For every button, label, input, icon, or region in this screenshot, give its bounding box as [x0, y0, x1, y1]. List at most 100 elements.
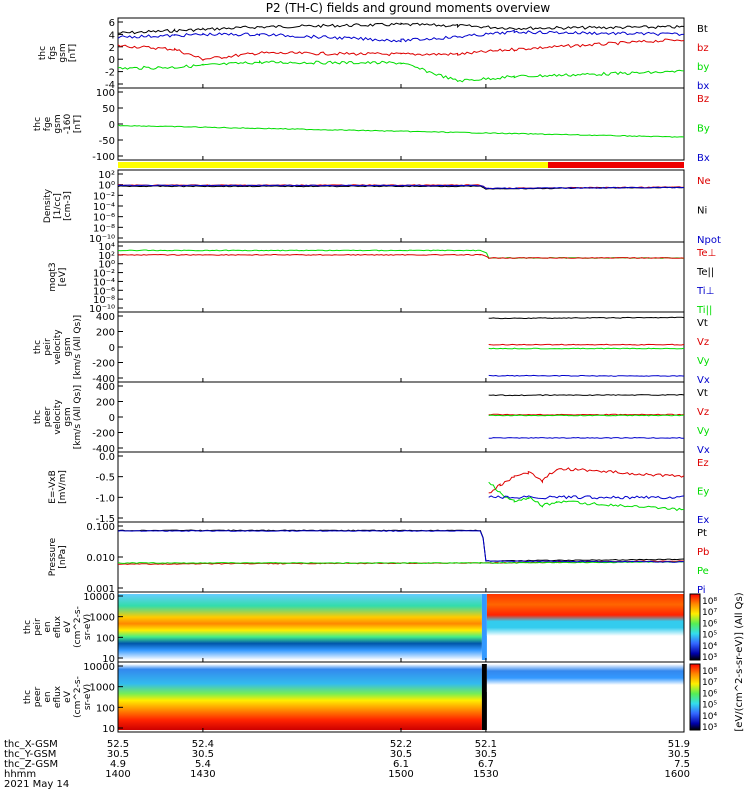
- legend-entry: Te⊥: [696, 248, 716, 259]
- y-tick-label: -200: [92, 359, 115, 370]
- panel-frame: [118, 312, 684, 382]
- y-tick-label: 0.100: [86, 522, 115, 533]
- panel-3: 10⁴10²10⁰10⁻²10⁻⁴10⁻⁶10⁻⁸10⁻¹⁰moqt3[eV]T…: [48, 242, 716, 316]
- legend-entry: Ne: [697, 176, 711, 187]
- legend-entry: Vx: [697, 375, 710, 386]
- panel-1: 100500-50-100thcfgegsm-160[nT]BzByBx: [33, 88, 710, 164]
- y-tick-label: 100: [96, 88, 115, 99]
- colorbar-tick-label: 10⁵: [702, 631, 717, 641]
- colorbar-tick-label: 10³: [702, 653, 717, 663]
- panel-8: 10000100010010thcpeirenefluxeV(cm^2-s-sr…: [23, 592, 717, 665]
- panel-2: 10²10⁰10⁻²10⁻⁴10⁻⁶10⁻⁸10⁻¹⁰Density[1/cc]…: [43, 170, 721, 246]
- legend-entry: Bx: [697, 153, 710, 164]
- series-bx: [118, 30, 684, 41]
- y-tick-label: 1000: [90, 613, 115, 624]
- series-Vy: [489, 348, 684, 349]
- colorbar: [690, 664, 700, 730]
- colorbar-tick-label: 10⁷: [702, 608, 717, 618]
- y-tick-label: 0.010: [86, 553, 115, 564]
- panel-frame: [118, 242, 684, 312]
- y-tick-label: 0: [109, 55, 115, 66]
- y-tick-label: 10⁰: [98, 181, 115, 192]
- panel-7: 0.100 0.010 0.001 Pressure[nPa] Pt Pb Pe Pi: [48, 522, 709, 596]
- colorbar-tick-label: 10⁴: [702, 642, 717, 652]
- y-tick-label: 400: [96, 382, 115, 393]
- y-tick-label: 10000: [83, 662, 115, 673]
- series-Vt: [489, 317, 684, 318]
- y-tick-label: -0.5: [95, 473, 115, 484]
- y-axis-label: E=-VxB[mV/m]: [48, 470, 68, 504]
- y-tick-label: 10⁻⁸: [93, 223, 115, 234]
- colorbar-tick-label: 10⁸: [702, 667, 717, 677]
- series-Pt: [118, 530, 684, 561]
- footer-value: 1530: [473, 769, 498, 780]
- legend-entry: by: [697, 62, 709, 73]
- legend-entry: Ti⊥: [696, 286, 714, 297]
- colorbar-label: [eV/(cm^2-s-sr-eV)] (All Qs): [734, 592, 745, 731]
- y-tick-label: 200: [96, 328, 115, 339]
- spectrogram-transition: [482, 594, 487, 660]
- spectrogram-after: [487, 664, 684, 692]
- y-tick-label: 10⁻⁶: [93, 213, 115, 224]
- y-tick-label: 200: [96, 398, 115, 409]
- panel-frame: [118, 170, 684, 242]
- footer-row-label: 2021 May 14: [4, 779, 69, 790]
- legend-entry: bz: [697, 43, 709, 54]
- legend-entry: Vx: [697, 445, 710, 456]
- panel-frame: [118, 382, 684, 452]
- panel-0: 64 20 -2-4 thcfgsgsm[nT] Bt bz by bx: [38, 18, 709, 92]
- legend-entry: Vz: [697, 407, 709, 418]
- panel-4: 4002000-200-400thcpeirvelocitygsm[km/s (…: [33, 312, 710, 386]
- legend-entry: Pe: [697, 566, 709, 577]
- legend-entry: Ex: [697, 515, 709, 526]
- y-tick-label: 100: [96, 633, 115, 644]
- y-tick-label: 0: [109, 413, 115, 424]
- series-Ti: [118, 250, 684, 258]
- series-Vz: [489, 344, 684, 345]
- panels: 6420-2-4thcfgsgsm[nT]Btbzbybx100500-50-1…: [23, 18, 745, 735]
- y-axis-label: thcfgegsm-160[nT]: [33, 114, 83, 135]
- panel-frame: [118, 452, 684, 522]
- y-tick-label: -50: [99, 136, 115, 147]
- y-tick-label: 0: [109, 120, 115, 131]
- colorbar-tick-label: 10⁴: [702, 712, 717, 722]
- colorbar: [690, 594, 700, 660]
- y-tick-label: 10000: [83, 592, 115, 603]
- y-tick-label: 400: [96, 312, 115, 323]
- footer-value: 1600: [665, 769, 690, 780]
- spectrogram-quiet: [118, 594, 482, 660]
- y-axis-label: Pressure[nPa]: [48, 537, 68, 576]
- legend-entry: Ti||: [696, 305, 712, 316]
- colorbar-tick-label: 10³: [702, 723, 717, 733]
- series-Vx: [489, 438, 684, 439]
- y-axis-label: thcfgsgsm[nT]: [38, 43, 78, 62]
- panel-frame: [118, 88, 684, 160]
- legend-entry: Vt: [697, 318, 708, 329]
- legend-entry: Vz: [697, 337, 709, 348]
- series-Ex: [489, 496, 684, 499]
- status-bar-yellow: [118, 162, 548, 168]
- y-tick-label: 4: [109, 30, 115, 41]
- legend-entry: Ez: [697, 458, 709, 469]
- y-tick-label: 6: [109, 18, 115, 29]
- series-Te: [118, 255, 684, 259]
- y-tick-label: 100: [96, 703, 115, 714]
- footer-value: 1430: [190, 769, 215, 780]
- series-Ez: [489, 468, 684, 493]
- y-axis-label: moqt3[eV]: [48, 262, 68, 291]
- spectrogram-after: [487, 594, 684, 636]
- y-tick-label: 10²: [98, 170, 115, 181]
- legend-entry: Vt: [697, 388, 708, 399]
- y-axis-label: thcpeerenefluxeV(cm^2-s-sr-eV): [23, 676, 93, 718]
- y-tick-label: -100: [92, 152, 115, 163]
- panel-5: 4002000-200-400thcpeervelocitygsm[km/s (…: [33, 382, 710, 456]
- y-tick-label: 10: [102, 724, 115, 735]
- y-tick-label: 10⁻²: [93, 191, 115, 202]
- y-tick-label: 1000: [90, 683, 115, 694]
- y-tick-label: -2: [105, 68, 115, 79]
- footer-value: 1500: [388, 769, 413, 780]
- legend-entry: Vy: [697, 356, 710, 367]
- footer-value: 1400: [105, 769, 130, 780]
